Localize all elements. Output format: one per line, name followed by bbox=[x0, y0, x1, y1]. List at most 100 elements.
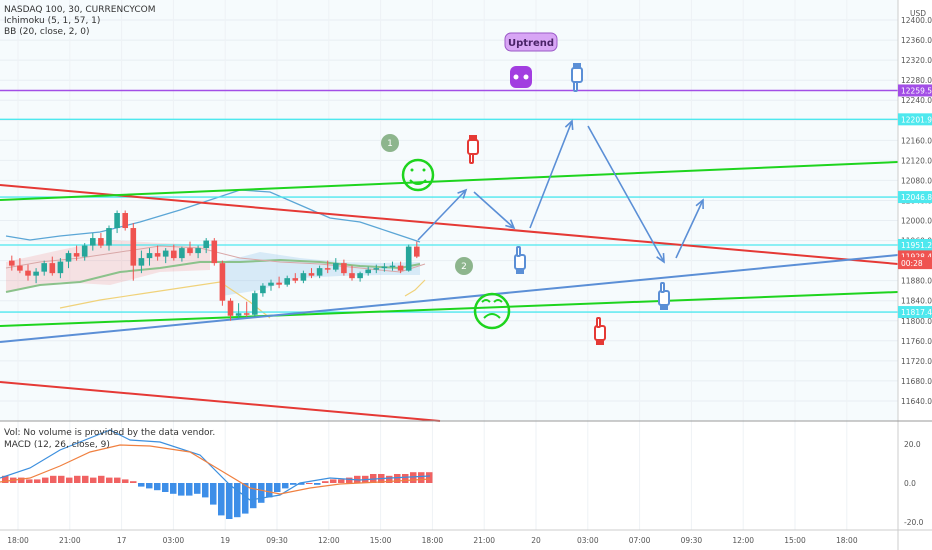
macd-histogram-bar bbox=[90, 477, 97, 483]
macd-histogram-bar bbox=[266, 483, 273, 498]
macd-histogram-bar bbox=[322, 481, 329, 483]
price-label-box bbox=[898, 113, 932, 126]
time-tick-label: 15:00 bbox=[784, 536, 806, 545]
price-axis-unit: USD bbox=[910, 9, 926, 18]
candle bbox=[146, 253, 153, 259]
projection-arrow-5 bbox=[675, 199, 704, 259]
time-tick-label: 07:00 bbox=[629, 536, 651, 545]
trendline-red-upper bbox=[0, 184, 899, 265]
projection-arrow-3-head bbox=[564, 119, 574, 131]
macd-tick-label: 20.0 bbox=[904, 440, 921, 449]
macd-histogram-bar bbox=[330, 479, 337, 483]
candle bbox=[138, 258, 145, 266]
macd-histogram-bar bbox=[114, 477, 121, 483]
candle bbox=[333, 263, 339, 270]
candle bbox=[73, 253, 80, 257]
price-tick-label: 11760.00 bbox=[901, 337, 932, 346]
uptrend-label-text: Uptrend bbox=[508, 38, 554, 49]
hand-pointer-up-icon bbox=[658, 282, 670, 310]
candle bbox=[187, 248, 193, 254]
macd-histogram-bar bbox=[202, 483, 209, 498]
chart-legend: NASDAQ 100, 30, CURRENCYCOM Ichimoku (5,… bbox=[4, 5, 155, 38]
price-tick-label: 12360.00 bbox=[901, 36, 932, 45]
macd-histogram-bar bbox=[130, 481, 137, 483]
price-tick-label: 11840.00 bbox=[901, 297, 932, 306]
candle bbox=[98, 238, 104, 246]
price-tick-label: 12400.00 bbox=[901, 16, 932, 25]
symbol-title: NASDAQ 100, 30, CURRENCYCOM bbox=[4, 5, 156, 15]
ichimoku-conversion bbox=[5, 245, 426, 273]
macd-histogram-bar bbox=[162, 483, 169, 492]
projection-arrow-3 bbox=[529, 120, 573, 229]
macd-histogram-bar bbox=[146, 483, 153, 489]
projection-arrow-4-head bbox=[656, 252, 665, 264]
bb-label: BB (20, close, 2, 0) bbox=[4, 27, 90, 37]
macd-histogram-bar bbox=[242, 483, 249, 514]
candle bbox=[195, 248, 201, 254]
price-tick-label: 12000.00 bbox=[901, 217, 932, 226]
candle bbox=[227, 300, 234, 316]
macd-histogram-bar bbox=[234, 483, 241, 518]
bb-lower-line-tail bbox=[404, 279, 426, 297]
smiley-eye bbox=[410, 168, 414, 172]
monster-eye bbox=[523, 74, 529, 80]
time-tick-label: 19 bbox=[220, 536, 230, 545]
smiley-eyes bbox=[481, 299, 503, 303]
price-tick-label: 12280.00 bbox=[901, 76, 932, 85]
price-tick-label: 11880.00 bbox=[901, 277, 932, 286]
candle bbox=[381, 266, 388, 269]
candle bbox=[389, 265, 396, 268]
time-tick-label: 09:30 bbox=[681, 536, 703, 545]
price-tick-label: 12080.00 bbox=[901, 176, 932, 185]
price-tick-label: 12120.00 bbox=[901, 156, 932, 165]
macd-histogram-bar bbox=[58, 475, 65, 483]
macd-histogram-bar bbox=[394, 474, 401, 483]
price-tick-label: 11680.00 bbox=[901, 377, 932, 386]
candle bbox=[179, 248, 185, 259]
candle bbox=[211, 240, 218, 264]
macd-histogram-bar bbox=[314, 483, 321, 485]
macd-histogram-bar bbox=[2, 475, 9, 483]
candle bbox=[154, 253, 161, 257]
time-tick-label: 03:00 bbox=[577, 536, 599, 545]
candle bbox=[260, 285, 266, 294]
price-tick-label: 12160.00 bbox=[901, 136, 932, 145]
time-tick-label: 03:00 bbox=[163, 536, 185, 545]
macd-histogram-bar bbox=[338, 479, 345, 483]
candle bbox=[341, 263, 347, 274]
candle bbox=[219, 263, 226, 301]
time-tick-label: 18:00 bbox=[7, 536, 29, 545]
macd-histogram-bar bbox=[154, 483, 161, 491]
uptrend-label-box bbox=[504, 32, 558, 52]
smiley-mouth bbox=[409, 179, 427, 185]
macd-histogram-bar bbox=[274, 483, 281, 492]
candle bbox=[17, 265, 23, 271]
candle bbox=[268, 282, 274, 286]
candle bbox=[65, 253, 72, 262]
projection-arrow-2-head bbox=[505, 219, 516, 230]
candle bbox=[57, 261, 64, 274]
macd-histogram-bar bbox=[418, 472, 425, 483]
candle bbox=[90, 238, 96, 246]
candle bbox=[203, 240, 209, 249]
candle bbox=[122, 213, 128, 229]
time-tick-label: 21:00 bbox=[473, 536, 495, 545]
candle bbox=[308, 273, 315, 276]
vol-label: Vol: No volume is provided by the data v… bbox=[4, 428, 216, 438]
macd-tick-label: -20.0 bbox=[904, 518, 924, 527]
candle bbox=[162, 250, 169, 257]
candle bbox=[81, 245, 88, 257]
candle bbox=[243, 313, 250, 315]
time-tick-label: 15:00 bbox=[370, 536, 392, 545]
candle bbox=[357, 273, 363, 279]
macd-histogram-bar bbox=[122, 479, 129, 483]
price-label-text: 12259.5 bbox=[901, 86, 932, 95]
ichimoku-cloud-bearish bbox=[6, 240, 210, 292]
candle bbox=[414, 246, 420, 257]
ichimoku-label: Ichimoku (5, 1, 57, 1) bbox=[4, 16, 101, 26]
macd-histogram-bar bbox=[370, 474, 377, 483]
macd-histogram-bar bbox=[386, 475, 393, 483]
trendline-green-lower bbox=[0, 291, 899, 327]
candle bbox=[373, 268, 380, 270]
